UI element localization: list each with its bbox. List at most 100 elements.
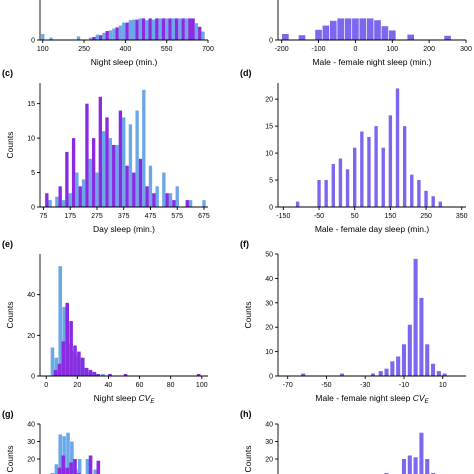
bar-e-s1-5 <box>73 345 77 376</box>
bar-d-s0-0 <box>295 201 300 207</box>
panel-label-d: (d) <box>240 68 252 78</box>
y-tick-label-h-1: 30 <box>265 439 273 446</box>
x-tick-label-b-1: -100 <box>312 46 326 53</box>
x-tick-label-b-3: 100 <box>386 46 398 53</box>
bar-e-s1-12 <box>108 373 112 376</box>
bar-g-s0-7 <box>77 459 82 474</box>
x-tick-label-a-2: 400 <box>120 46 132 53</box>
y-tick-label-g-0: 20 <box>27 457 35 464</box>
bar-a-s1-13 <box>188 18 192 40</box>
y-tick-label-g-2: 40 <box>27 422 35 429</box>
y-tick-label-g-1: 30 <box>27 439 35 446</box>
x-tick-label-d-0: -150 <box>276 213 290 220</box>
bar-a-s1-10 <box>168 18 172 40</box>
bar-d-s0-10 <box>381 147 385 207</box>
panel-f: -70 -50 -30 -10 10 0 10 20 30 40 50 Male - female n… <box>240 239 466 405</box>
bar-d-s0-3 <box>331 163 335 207</box>
x-tick-label-f-1: -50 <box>321 382 331 389</box>
panel-label-e: (e) <box>2 239 13 249</box>
bar-f-s0-11 <box>425 344 430 376</box>
bar-d-s0-18 <box>438 201 443 207</box>
bar-a-s0-17 <box>171 18 175 40</box>
bar-c-s1-13 <box>138 158 143 207</box>
bar-a-s0-2 <box>76 36 81 40</box>
bar-d-s0-8 <box>367 136 371 207</box>
bar-f-s0-8 <box>407 324 412 376</box>
bar-a-s0-15 <box>158 18 162 40</box>
bar-e-s1-9 <box>88 369 93 376</box>
bar-e-s1-11 <box>96 373 101 376</box>
y-tick-label-c-3: 15 <box>27 101 35 108</box>
bar-g-s1-2 <box>61 455 66 474</box>
bar-h-s0-2 <box>407 455 412 474</box>
bar-a-s0-6 <box>108 30 113 40</box>
bar-c-s0-6 <box>88 158 92 207</box>
x-tick-label-c-6: 675 <box>198 213 210 220</box>
bar-f-s0-4 <box>384 368 389 376</box>
panel-b: -200-1000100200300010Male - female night… <box>269 0 472 67</box>
bar-e-s0-1 <box>54 357 59 376</box>
bar-d-s0-16 <box>424 190 428 207</box>
bar-c-s1-3 <box>71 138 76 207</box>
bar-g-s0-4 <box>66 432 70 474</box>
bar-c-s0-10 <box>115 145 119 207</box>
x-tick-label-d-3: 150 <box>385 213 397 220</box>
x-tick-label-e-1: 20 <box>73 382 81 389</box>
bar-c-s1-1 <box>58 186 62 207</box>
bar-b-s0-5 <box>337 18 344 40</box>
bar-b-s0-10 <box>374 20 381 40</box>
x-tick-label-f-3: -10 <box>399 382 409 389</box>
y-tick-label-h-2: 40 <box>265 422 273 429</box>
y-tick-label-c-0: 0 <box>31 205 35 212</box>
bar-b-s0-1 <box>298 35 306 40</box>
y-tick-label-d-0: 0 <box>269 205 273 212</box>
bar-a-s0-20 <box>194 23 199 40</box>
panel-d: -150 -50 50 150 250 350 0 5 10 15 20 Male - female … <box>240 68 468 234</box>
x-axis-label-text-b: Male - female night sleep (min.) <box>312 57 431 67</box>
bar-f-s0-7 <box>401 344 407 376</box>
bar-a-s1-11 <box>174 18 179 40</box>
bar-f-s0-9 <box>413 258 418 376</box>
x-tick-label-b-5: 300 <box>460 46 472 53</box>
y-tick-label-f-1: 10 <box>265 349 273 356</box>
x-tick-label-c-2: 275 <box>91 213 103 220</box>
bar-b-s0-12 <box>388 30 396 40</box>
y-tick-label-f-3: 30 <box>265 300 273 307</box>
bar-c-s0-8 <box>102 131 106 207</box>
panel-e: 0 20 40 60 80 100 0 20 40 Night sleep CVE Counts (e… <box>2 239 208 405</box>
bar-c-s1-9 <box>112 145 116 207</box>
x-tick-label-e-4: 80 <box>167 382 175 389</box>
bar-a-s1-14 <box>191 18 195 40</box>
x-tick-label-c-3: 375 <box>118 213 130 220</box>
bar-g-s0-3 <box>62 436 66 474</box>
y-tick-label-a-0: 0 <box>31 38 35 45</box>
bar-c-s1-14 <box>145 186 149 207</box>
x-axis-label-sub-e: E <box>150 399 155 405</box>
x-tick-label-a-3: 550 <box>161 46 173 53</box>
bar-h-s0-5 <box>425 459 430 474</box>
bar-d-s0-12 <box>395 88 400 207</box>
x-axis-label-cv-f: CV <box>413 393 426 403</box>
bar-c-s1-12 <box>132 172 136 207</box>
bar-c-s1-5 <box>85 103 89 207</box>
bar-a-s0-8 <box>118 25 123 40</box>
bar-c-s1-4 <box>78 186 82 207</box>
x-axis-label-text-c: Day sleep (min.) <box>93 224 155 234</box>
bar-a-s0-9 <box>122 22 126 40</box>
bar-a-s0-4 <box>95 34 99 40</box>
bar-h-s0-1 <box>401 459 407 474</box>
bar-d-s0-17 <box>431 196 435 207</box>
bar-b-s0-11 <box>381 26 389 40</box>
bar-e-s0-2 <box>58 266 63 376</box>
bar-c-s1-16 <box>165 193 169 207</box>
x-tick-label-f-2: -30 <box>360 382 370 389</box>
bar-e-s1-3 <box>65 302 70 376</box>
y-tick-label-e-0: 0 <box>31 374 35 381</box>
panel-a: 100250400550700010Night sleep (min.) <box>31 0 214 67</box>
bar-a-s1-12 <box>181 18 185 40</box>
x-axis-label-f: Male - female night sleep CVE <box>315 393 429 405</box>
x-axis-label-text-a: Night sleep (min.) <box>91 57 158 67</box>
bar-d-s0-2 <box>324 180 328 207</box>
x-tick-label-f-4: 10 <box>439 382 447 389</box>
bar-c-s1-11 <box>125 165 129 207</box>
